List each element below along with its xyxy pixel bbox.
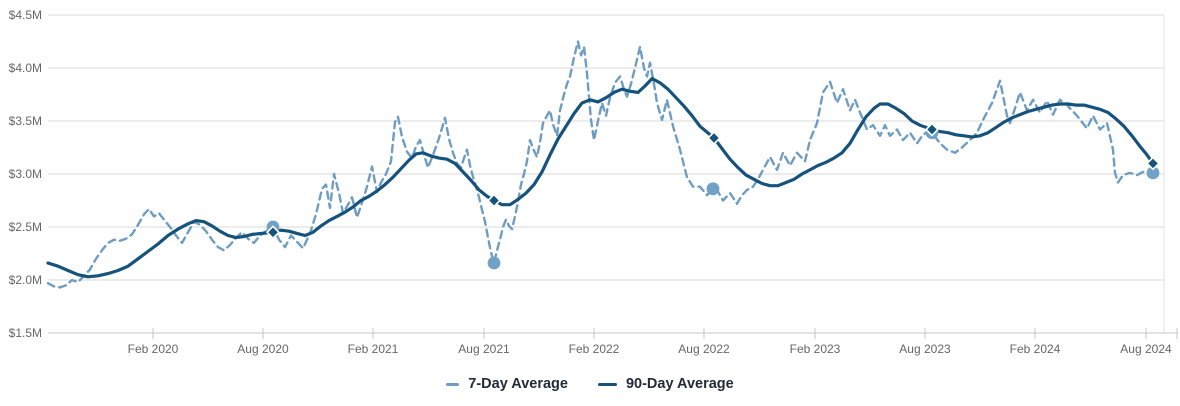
series-line-7-day-average[interactable] (46, 40, 1155, 289)
legend-7-day-dash-icon (446, 382, 460, 386)
chart-legend: 7-Day Average 90-Day Average (0, 371, 1180, 397)
x-axis-label: Aug 2023 (899, 342, 951, 356)
data-point-diamond-90-day[interactable] (265, 225, 281, 240)
data-point-diamond-90-day[interactable] (1145, 156, 1161, 171)
chart-svg: $1.5M $2.0M $2.5M $3.0M $3.5M $4.0M $4.5M Feb 2… (9, 8, 1178, 356)
data-point-circle-7-day[interactable] (1146, 166, 1160, 180)
y-axis-label: $4.5M (9, 8, 42, 22)
x-axis-label: Feb 2023 (790, 342, 841, 356)
legend-90-day-label: 90-Day Average (625, 376, 734, 392)
x-axis-label: Aug 2022 (678, 342, 730, 356)
y-axis-label: $2.5M (9, 220, 42, 234)
x-axis-label: Aug 2024 (1120, 342, 1172, 356)
y-axis-label: $3.0M (9, 167, 42, 181)
y-axis-label: $3.5M (9, 114, 42, 128)
x-axis-label: Feb 2024 (1010, 342, 1061, 356)
legend-7-day-label: 7-Day Average (468, 376, 568, 392)
series-line-90-day-average[interactable] (46, 76, 1155, 279)
legend-item-90-day-average[interactable]: 90-Day Average (597, 376, 734, 392)
data-point-diamond-90-day[interactable] (706, 130, 722, 146)
data-point-diamond-90-day[interactable] (924, 122, 940, 137)
y-axis-label: $4.0M (9, 61, 42, 75)
x-axis-label: Feb 2021 (348, 342, 399, 356)
x-axis-label: Feb 2020 (128, 342, 179, 356)
x-axis-label: Aug 2021 (458, 342, 510, 356)
legend-item-7-day-average[interactable]: 7-Day Average (446, 376, 568, 392)
y-axis-label: $2.0M (9, 273, 42, 287)
data-point-circle-7-day[interactable] (706, 182, 720, 196)
x-axis-label: Aug 2020 (237, 342, 289, 356)
data-point-diamond-90-day[interactable] (486, 193, 502, 208)
x-axis-label: Feb 2022 (569, 342, 620, 356)
data-point-circle-7-day[interactable] (487, 256, 501, 270)
y-axis-label: $1.5M (9, 326, 42, 340)
legend-90-day-line-icon (597, 382, 617, 386)
